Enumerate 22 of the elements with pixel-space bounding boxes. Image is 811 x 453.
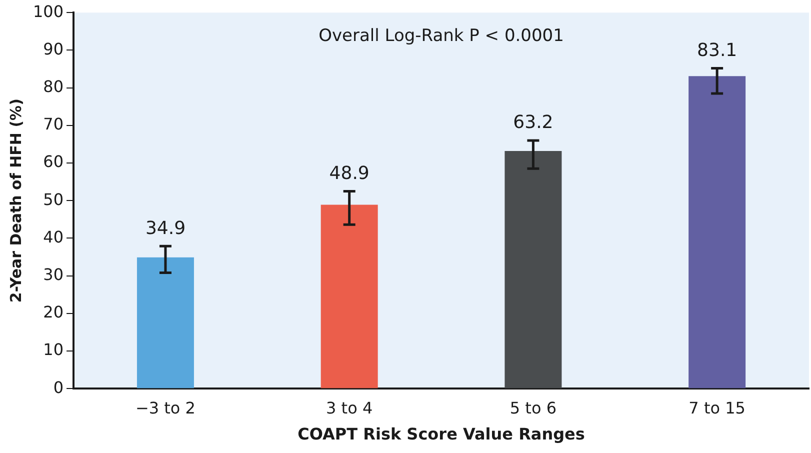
x-tick-label: 5 to 6 <box>510 398 556 418</box>
y-tick-label: 90 <box>43 39 64 58</box>
data-label: 34.9 <box>145 218 186 239</box>
y-tick-label: 60 <box>43 152 64 172</box>
y-tick-label: 40 <box>43 227 64 246</box>
y-tick-label: 80 <box>43 76 64 96</box>
y-tick-label: 100 <box>32 2 64 21</box>
x-tick-label: 3 to 4 <box>326 398 373 418</box>
y-tick-label: 70 <box>43 114 64 134</box>
data-label: 63.2 <box>513 112 554 134</box>
y-axis-title: 2-Year Death of HFH (%) <box>6 98 25 303</box>
y-tick-label: 50 <box>43 190 64 209</box>
y-tick-label: 10 <box>43 340 64 360</box>
y-tick-label: 0 <box>53 378 64 397</box>
y-tick-label: 30 <box>43 264 64 284</box>
annotation: Overall Log-Rank P < 0.0001 <box>318 26 564 46</box>
x-tick-label: 7 to 15 <box>688 398 746 418</box>
x-tick-label: −3 to 2 <box>135 398 196 418</box>
data-label: 48.9 <box>329 162 370 184</box>
data-label: 83.1 <box>697 40 738 61</box>
y-tick-label: 20 <box>43 302 64 322</box>
x-axis-title: COAPT Risk Score Value Ranges <box>298 424 585 444</box>
